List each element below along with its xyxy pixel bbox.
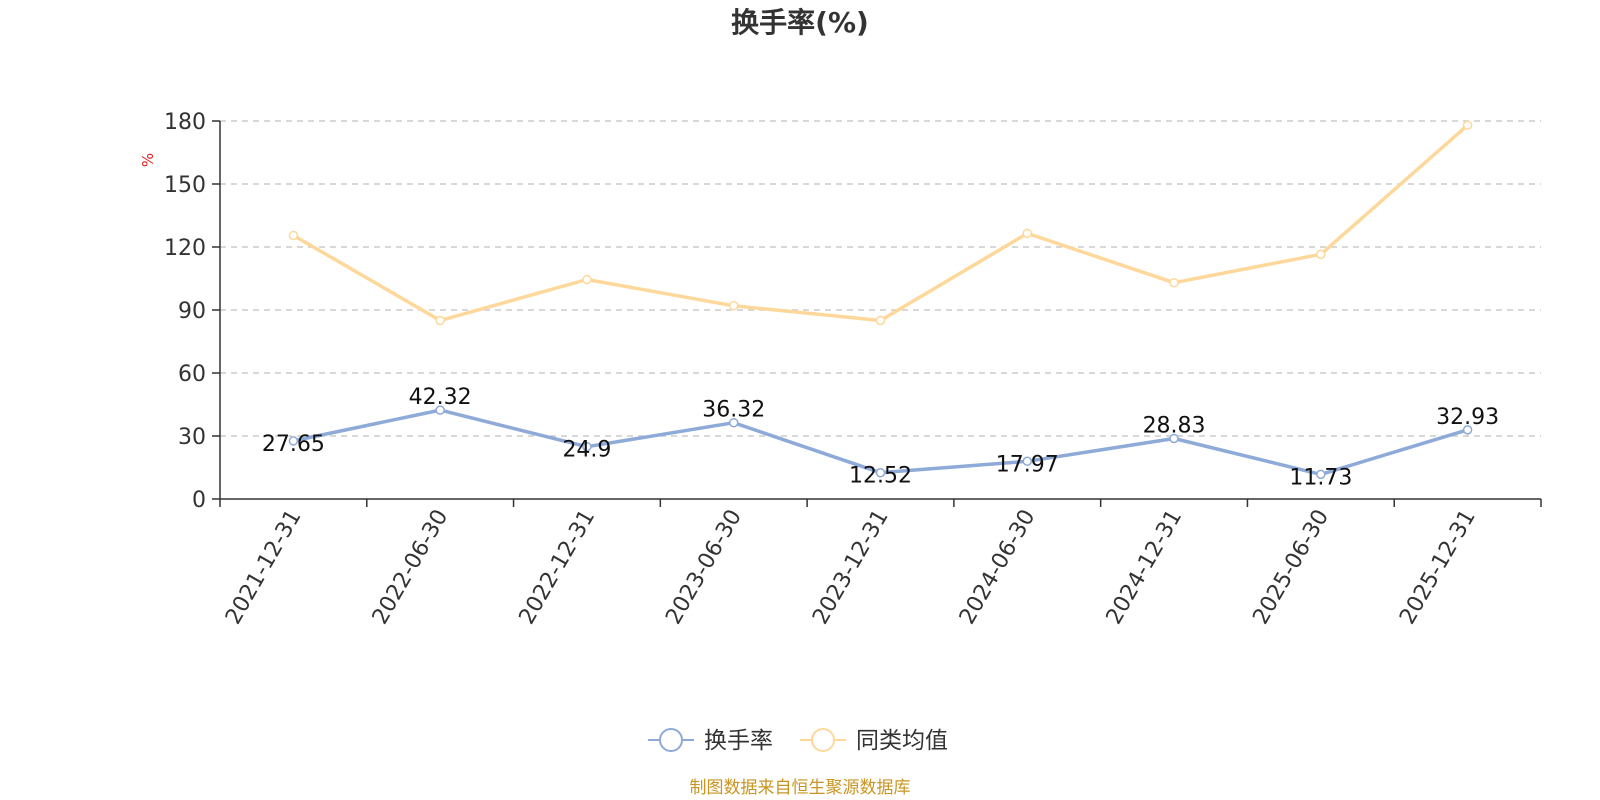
- x-tick-label-2022-06-30: 2022-06-30: [368, 505, 454, 628]
- x-tick-label-2022-12-31: 2022-12-31: [515, 506, 601, 629]
- legend-marker-turnover: [659, 728, 683, 752]
- series-1-point-5: [1022, 228, 1033, 239]
- grid-lines: [220, 120, 1541, 437]
- chart-title: 换手率(%): [731, 6, 869, 39]
- data-label-3: 36.32: [702, 398, 765, 423]
- series-0-point-0: [288, 436, 299, 446]
- series-0-point-3: [728, 417, 739, 428]
- legend-item-peer-average[interactable]: 同类均值: [800, 728, 948, 754]
- series-1-point-3: [728, 301, 739, 311]
- data-label-1: 42.32: [409, 385, 472, 410]
- series-1-point-6: [1169, 277, 1179, 288]
- x-tick-label-2024-06-30: 2024-06-30: [955, 506, 1041, 629]
- y-tick-label-60: 60: [178, 362, 206, 387]
- series-0-point-6: [1169, 433, 1179, 444]
- data-source-note: 制图数据来自恒生聚源数据库: [690, 778, 911, 798]
- y-tick-label-120: 120: [164, 236, 206, 261]
- data-label-4: 12.52: [849, 464, 912, 489]
- y-tick-label-0: 0: [192, 488, 206, 513]
- legend-marker-peer-average: [811, 728, 835, 752]
- series-0-point-4: [875, 467, 886, 478]
- series-0-point-1: [435, 405, 445, 415]
- y-axis-unit-label: %: [139, 153, 157, 167]
- series-line-1: [292, 123, 1469, 323]
- y-tick-label-30: 30: [178, 425, 206, 450]
- series-0-point-2: [582, 441, 592, 452]
- legend-item-turnover[interactable]: 换手率: [648, 728, 773, 754]
- legend-label-peer-average: 同类均值: [856, 728, 948, 754]
- legend-label-turnover: 换手率: [704, 728, 773, 754]
- y-tick-label-90: 90: [178, 299, 206, 324]
- data-labels: 27.65 42.32 24.9 36.32 12.52 17.97 28.83 11.73 3…: [262, 385, 1499, 490]
- series-1-point-1: [435, 315, 445, 326]
- series-1-point-2: [582, 274, 592, 285]
- data-label-2: 24.9: [562, 438, 611, 463]
- series-0-point-7: [1316, 469, 1326, 480]
- series-1-point-4: [875, 315, 886, 326]
- data-label-0: 27.65: [262, 432, 325, 457]
- x-tick-label-2023-06-30: 2023-06-30: [661, 506, 747, 629]
- x-tick-label-2023-12-31: 2023-12-31: [808, 506, 894, 629]
- series-1-point-0: [288, 230, 299, 241]
- y-tick-label-150: 150: [164, 173, 206, 198]
- y-tick-label-180: 180: [164, 110, 206, 135]
- x-tick-label-2021-12-31: 2021-12-31: [221, 506, 307, 629]
- series-1-point-7: [1316, 249, 1326, 260]
- x-tick-label-2025-06-30: 2025-06-30: [1248, 506, 1334, 629]
- data-label-5: 17.97: [996, 452, 1059, 477]
- series-0-point-5: [1022, 456, 1033, 467]
- x-tick-label-2025-12-31: 2025-12-31: [1395, 506, 1481, 629]
- data-label-7: 11.73: [1289, 465, 1352, 490]
- series-1-point-8: [1462, 120, 1473, 130]
- series-lines: [288, 120, 1473, 480]
- series-0-point-8: [1462, 425, 1473, 435]
- axes: 0 30 60 90 120 150 180 2021-12-31 2022-06-30 2022…: [164, 110, 1542, 629]
- data-label-6: 28.83: [1143, 413, 1206, 438]
- data-label-8: 32.93: [1436, 405, 1499, 430]
- legend: 换手率 同类均值: [648, 728, 948, 754]
- x-tick-label-2024-12-31: 2024-12-31: [1102, 506, 1188, 629]
